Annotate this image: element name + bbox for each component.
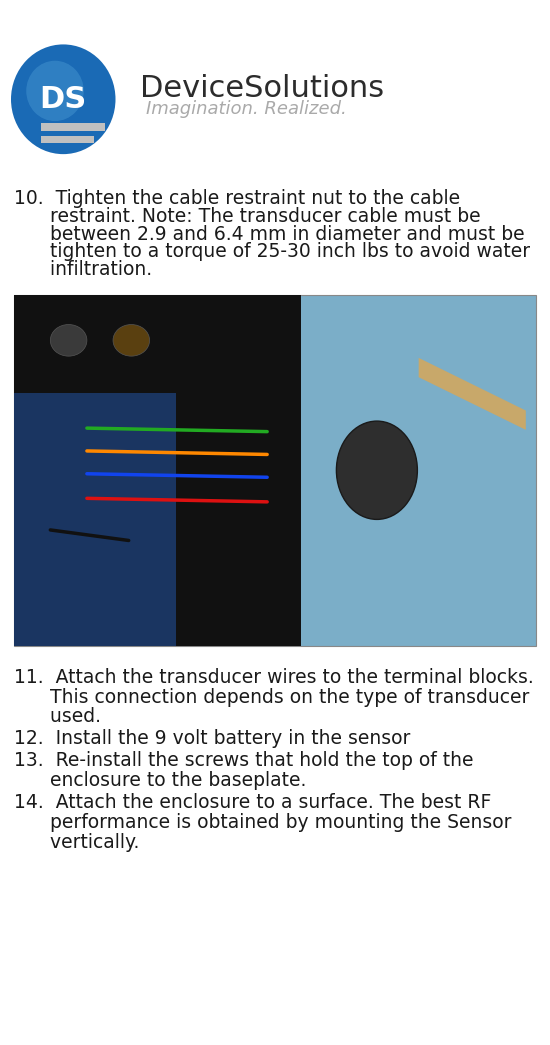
Text: used.: used. — [14, 707, 101, 726]
Ellipse shape — [113, 325, 150, 356]
Text: enclosure to the baseplate.: enclosure to the baseplate. — [14, 771, 306, 790]
Text: tighten to a torque of 25-30 inch lbs to avoid water: tighten to a torque of 25-30 inch lbs to… — [14, 242, 530, 261]
Ellipse shape — [50, 325, 87, 356]
Bar — [14, 295, 536, 646]
Text: between 2.9 and 6.4 mm in diameter and must be: between 2.9 and 6.4 mm in diameter and m… — [14, 225, 524, 243]
Text: 11.  Attach the transducer wires to the terminal blocks.: 11. Attach the transducer wires to the t… — [14, 668, 534, 687]
Text: This connection depends on the type of transducer: This connection depends on the type of t… — [14, 688, 529, 706]
Text: vertically.: vertically. — [14, 833, 139, 852]
Bar — [14, 393, 176, 646]
Text: performance is obtained by mounting the Sensor: performance is obtained by mounting the … — [14, 813, 512, 832]
Ellipse shape — [337, 421, 417, 519]
Bar — [14, 295, 301, 646]
Text: 12.  Install the 9 volt battery in the sensor: 12. Install the 9 volt battery in the se… — [14, 729, 410, 748]
Text: 10.  Tighten the cable restraint nut to the cable: 10. Tighten the cable restraint nut to t… — [14, 189, 460, 208]
Text: restraint. Note: The transducer cable must be: restraint. Note: The transducer cable mu… — [14, 207, 480, 226]
Bar — [41, 136, 94, 143]
Text: Imagination. Realized.: Imagination. Realized. — [146, 99, 346, 118]
Ellipse shape — [11, 44, 116, 154]
Ellipse shape — [26, 61, 84, 121]
Text: 14.  Attach the enclosure to a surface. The best RF: 14. Attach the enclosure to a surface. T… — [14, 793, 491, 812]
Text: DeviceSolutions: DeviceSolutions — [140, 74, 384, 103]
Text: DS: DS — [40, 85, 87, 114]
PathPatch shape — [419, 357, 526, 429]
Text: infiltration.: infiltration. — [14, 260, 152, 279]
Bar — [41, 123, 104, 131]
Text: 13.  Re-install the screws that hold the top of the: 13. Re-install the screws that hold the … — [14, 751, 473, 770]
